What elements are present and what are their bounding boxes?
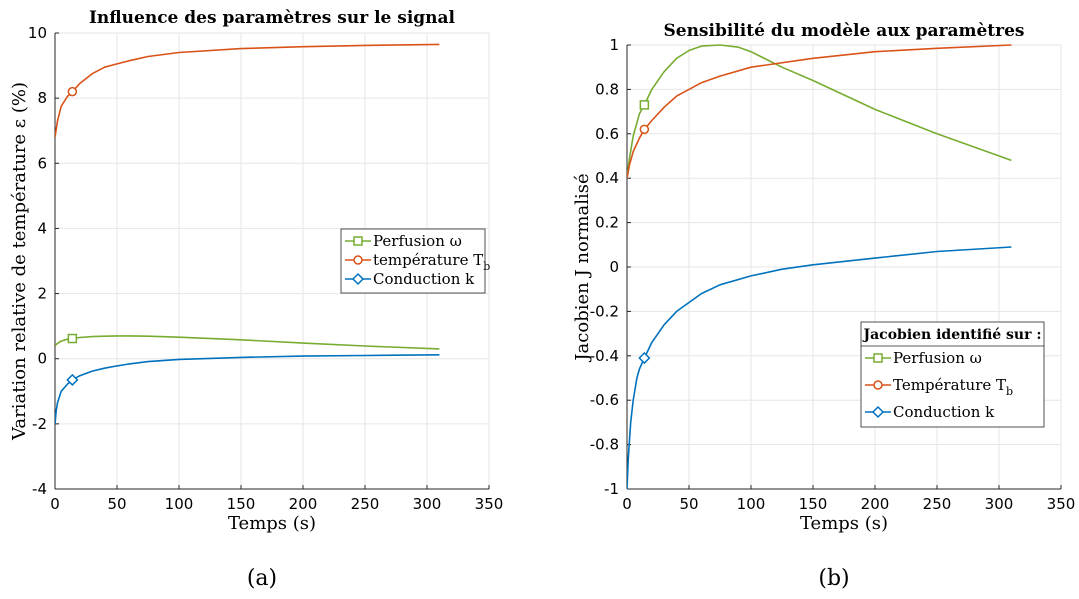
series-marker-1 [639,124,650,135]
chart-title: Sensibilité du modèle aux paramètres [663,21,1024,41]
legend-title: Jacobien identifié sur : [861,327,1041,343]
y-tick-label: 0 [37,350,47,368]
x-tick-label: 0 [50,495,60,513]
x-tick-label: 50 [679,495,698,513]
y-tick-label: -1 [604,480,619,498]
x-tick-label: 350 [475,495,504,513]
series-marker-0 [639,100,650,110]
y-tick-label: 0 [609,258,619,276]
legend-entry-1: Température Tb [893,376,1013,398]
y-tick-label: 10 [28,24,47,42]
series-marker-0 [67,333,78,344]
y-tick-label: 0.4 [595,169,619,187]
legend-box [860,321,1045,428]
y-tick-label: 2 [37,285,47,303]
x-tick-label: 250 [351,495,380,513]
chart-panel-b: 0 50 100 150 200 250 300 350 -1 -0.8 -0.6 -0.4 -0.2 0… [572,21,1075,591]
legend-marker-2 [871,405,885,419]
series-marker-1 [67,86,78,97]
y-tick-label: -4 [32,480,47,498]
y-tick-label: -2 [32,415,47,433]
chart-title: Influence des paramètres sur le signal [89,8,456,28]
y-tick-label: 8 [37,89,47,107]
series-line-2 [627,246,1012,490]
legend-entry-2: Conduction k [893,403,995,421]
legend-entry-2: Conduction k [373,270,475,288]
x-axis-label: Temps (s) [228,513,316,534]
legend-entry-0: Perfusion ω [373,232,462,250]
x-tick-label: 300 [413,495,442,513]
y-tick-label: 0.2 [595,214,619,232]
y-tick-label: 4 [37,219,47,237]
panel-caption: (a) [247,566,277,591]
x-tick-label: 200 [861,495,890,513]
series-marker-2 [638,351,651,365]
legend-marker-0 [353,236,363,246]
x-tick-label: 150 [799,495,828,513]
y-tick-label: -0.8 [590,436,619,454]
legend-box [340,228,486,294]
series-line-1 [627,44,1012,179]
y-tick-label: 6 [37,154,47,172]
y-tick-label: -0.6 [590,391,619,409]
x-axis-label: Temps (s) [800,513,888,534]
panel-caption: (b) [818,566,849,591]
y-tick-label: -0.4 [590,347,619,365]
x-tick-label: 250 [923,495,952,513]
chart-panel-a: 0 50 100 150 200 250 300 350 -4 -2 0 2 4 6 8 10 Influenc… [9,8,503,591]
x-tick-label: 200 [289,495,318,513]
y-tick-label: 0.6 [595,125,619,143]
legend-entry-1: température Tb [373,251,490,273]
y-axis-label: Variation relative de température ε (%) [9,82,30,441]
legend-marker-1 [353,255,363,265]
y-tick-label: 1 [609,36,619,54]
series-line-2 [55,354,440,424]
series-line-0 [627,44,1012,179]
x-tick-label: 350 [1047,495,1076,513]
series-marker-2 [66,373,79,386]
y-tick-label: -0.2 [590,302,619,320]
y-axis-label: Jacobien J normalisé [572,173,593,362]
legend: Jacobien identifié sur : Perfusion ω Tempé… [860,321,1045,428]
series-line-1 [55,43,440,138]
legend-marker-1 [873,380,883,390]
x-tick-label: 50 [107,495,126,513]
legend-marker-2 [351,272,365,286]
x-tick-label: 0 [622,495,632,513]
x-tick-label: 100 [737,495,766,513]
x-tick-label: 100 [165,495,194,513]
x-tick-label: 150 [227,495,256,513]
series-line-0 [55,335,440,350]
y-tick-label: 0.8 [595,80,619,98]
legend-entry-0: Perfusion ω [893,349,982,367]
x-tick-label: 300 [985,495,1014,513]
legend-marker-0 [873,353,883,363]
